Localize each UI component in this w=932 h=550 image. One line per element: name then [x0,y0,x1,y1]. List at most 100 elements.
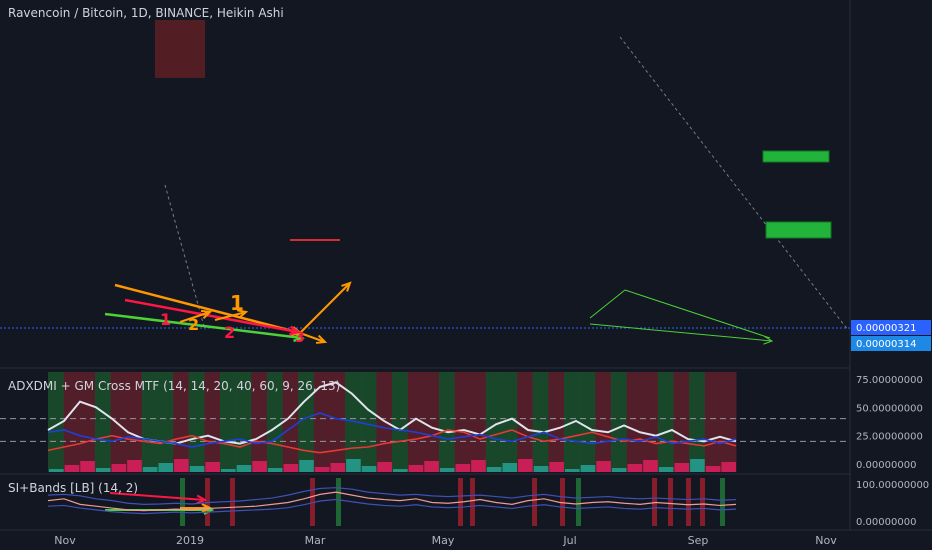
adx-histogram-bar [643,460,658,472]
last-price-value: 0.00000321 [856,323,916,334]
chart-title: Ravencoin / Bitcoin, 1D, BINANCE, Heikin… [8,6,284,20]
trend-arrow-head [288,325,301,336]
last-price-badge [851,320,931,335]
adx-histogram-bar [221,469,236,472]
si-background-marker [532,478,537,526]
si-tick-label: 100.00000000 [856,480,929,491]
adx-histogram-bar [565,469,580,472]
si-background-marker [560,478,565,526]
adx-histogram-bar [142,467,158,472]
time-tick-label: Sep [688,534,709,547]
adx-histogram-bar [299,460,314,472]
trend-arrow-head [341,281,352,292]
wedge-line [624,289,771,339]
adx-background-segment [720,372,737,472]
adx-tick-label: 75.00000000 [856,375,923,386]
adx-background-segment [266,372,284,472]
si-background-marker [336,478,341,526]
adx-background-segment [204,372,221,472]
fib-extension-zone [155,20,205,78]
adx-histogram-bar [174,459,189,472]
trend-arrow-line [299,282,351,334]
si-indicator-title: SI+Bands [LB] (14, 2) [8,481,139,495]
adx-background-segment [392,372,409,472]
time-tick-label: May [432,534,455,547]
adx-background-segment [157,372,174,472]
adx-background-segment [548,372,565,472]
axes-layer: 0.000002000.000004000.000006000.00000800… [54,320,931,547]
adx-histogram-bar [533,466,549,472]
si-lower-band [47,498,737,515]
adx-histogram-bar [267,468,283,472]
si-background-marker [310,478,315,526]
trend-arrow-line [104,312,303,340]
adx-background-segment [626,372,643,472]
wave-count-label: 3 [295,330,305,346]
adx-histogram-bar [471,460,486,472]
adx-histogram-bar [330,463,346,472]
adx-background-segment [704,372,721,472]
adx-background-segment [251,372,268,472]
adx-histogram-bar [549,462,564,472]
adx-histogram-bar [252,461,267,472]
adx-background-segment [595,372,612,472]
adx-background-segment [94,372,112,472]
adx-background-segment [485,372,502,472]
adx-histogram-bar [361,466,377,472]
fib-trend-line [164,184,206,331]
time-tick-label: Jul [562,534,576,547]
trend-arrow-line [589,323,773,342]
si-line [47,491,737,512]
adx-histogram-bar [64,465,80,472]
adx-background-segment [79,372,96,472]
adx-histogram-bar [158,463,174,472]
adx-histogram-bar [690,459,705,472]
si-background-marker [700,478,705,526]
adx-background-segment [423,372,440,472]
adx-background-segment [173,372,190,472]
wave-count-label: 2 [224,323,235,342]
indicator-lines-layer [0,381,850,515]
adx-histogram-bar [111,464,127,472]
adx-histogram-bar [49,469,64,472]
trend-arrow-head [763,335,774,345]
adx-background-segment [657,372,674,472]
wave-count-label: 1 [230,291,244,315]
adx-histogram-bar [314,467,330,472]
si-background-marker [230,478,235,526]
si-background-marker [576,478,581,526]
trend-arrow-head [200,309,213,319]
time-tick-label: Nov [815,534,837,547]
adx-tick-label: 50.00000000 [856,403,923,414]
indicator-background-layer [48,372,737,526]
adx-background-segment [642,372,659,472]
adx-background-segment [689,372,706,472]
adx-background-segment [48,372,65,472]
trend-arrow-head [315,334,328,344]
adx-tick-label: 25.00000000 [856,432,923,443]
adx-tick-label: 0.00000000 [856,460,916,471]
trend-arrow-line [114,283,301,335]
adx-histogram-bar [658,467,674,472]
adx-background-segment [141,372,158,472]
adx-histogram-bar [611,468,627,472]
adx-background-segment [438,372,456,472]
si-background-marker [686,478,691,526]
target-box [762,150,830,163]
adx-histogram-bar [424,461,439,472]
adx-background-segment [329,372,346,472]
trend-arrow-line [109,492,206,501]
time-tick-label: 2019 [176,534,204,547]
grid-layer [0,0,932,531]
plus-di-line [47,429,737,454]
adx-background-segment [110,372,127,472]
si-background-marker [652,478,657,526]
time-tick-label: Mar [305,534,326,547]
adx-histogram-bar [236,465,252,472]
adx-histogram-bar [455,464,471,472]
wedge-line [589,289,626,319]
adx-background-segment [517,372,534,472]
target-box [765,221,832,239]
adx-histogram-bar [393,469,408,472]
